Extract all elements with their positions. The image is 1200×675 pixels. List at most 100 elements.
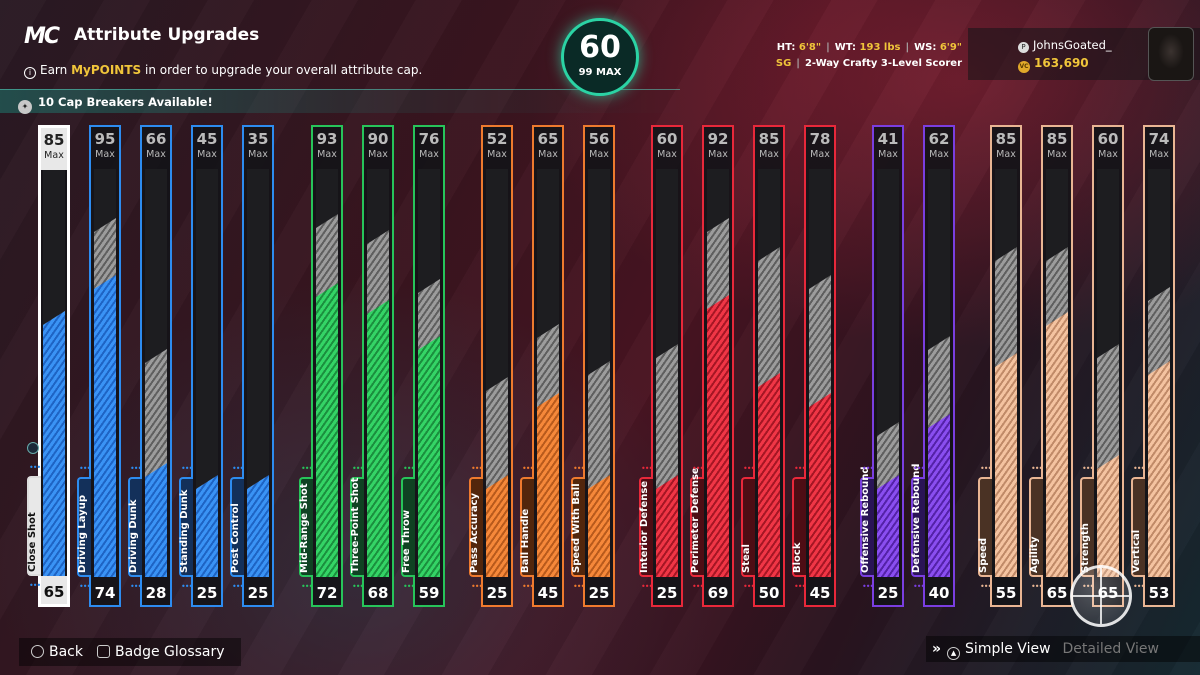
subtitle: i Earn MyPOINTS in order to upgrade your … [24, 63, 422, 79]
attribute-bar-steal[interactable]: 85 Max 50 Steal ••• ••• [741, 125, 785, 607]
attribute-current-value: 45 [809, 584, 831, 602]
attribute-current-fill [367, 300, 389, 577]
badge-glossary-button[interactable]: Badge Glossary [97, 644, 225, 660]
attribute-track [145, 169, 167, 577]
simple-view-label: Simple View [965, 641, 1051, 657]
attribute-track [247, 169, 269, 577]
attribute-max-label: Max [368, 149, 388, 160]
attribute-max-label: Max [708, 149, 728, 160]
attribute-current-value: 65 [43, 583, 65, 601]
dots-icon: ••• [522, 582, 534, 591]
attribute-bar-speed-with-ball[interactable]: 56 Max 25 Speed With Ball ••• ••• [571, 125, 615, 607]
attribute-bar-interior-defense[interactable]: 60 Max 25 Interior Defense ••• ••• [639, 125, 683, 607]
attribute-bar-ball-handle[interactable]: 65 Max 45 Ball Handle ••• ••• [520, 125, 564, 607]
attribute-track [758, 169, 780, 577]
attribute-max-value: 45 [196, 130, 218, 148]
attribute-name-wrap: Speed [976, 427, 992, 577]
attribute-bar-vertical[interactable]: 74 Max 53 Vertical ••• ••• [1131, 125, 1175, 607]
attribute-current-value: 72 [316, 584, 338, 602]
dots-icon: ••• [471, 582, 483, 591]
attribute-max-label: Max [317, 149, 337, 160]
attribute-max-value: 60 [1097, 130, 1119, 148]
dots-icon: ••• [641, 582, 653, 591]
attribute-bar-three-point-shot[interactable]: 90 Max 68 Three-Point Shot ••• ••• [350, 125, 394, 607]
simple-view-button[interactable]: ▲ Simple View [947, 641, 1051, 660]
attribute-name-wrap: Ball Handle [518, 427, 534, 577]
attribute-max-value: 90 [367, 130, 389, 148]
dots-icon: ••• [980, 582, 992, 591]
attribute-bar-post-control[interactable]: 35 Max 25 Post Control ••• ••• [230, 125, 274, 607]
attribute-max-label: Max [878, 149, 898, 160]
attribute-bar-defensive-rebound[interactable]: 62 Max 40 Defensive Rebound ••• ••• [911, 125, 955, 607]
attribute-bar-mid-range-shot[interactable]: 93 Max 72 Mid-Range Shot ••• ••• [299, 125, 343, 607]
attribute-track [1046, 169, 1068, 577]
dots-icon: ••• [29, 581, 41, 590]
attribute-bar-driving-dunk[interactable]: 66 Max 28 Driving Dunk ••• ••• [128, 125, 172, 607]
attribute-bar-agility[interactable]: 85 Max 65 Agility ••• ••• [1029, 125, 1073, 607]
attribute-name-tab [179, 477, 193, 577]
attribute-name-tab [520, 477, 534, 577]
attribute-max-label: Max [44, 150, 64, 161]
page-title: Attribute Upgrades [74, 25, 260, 45]
attribute-current-fill [196, 475, 218, 577]
attribute-bar-free-throw[interactable]: 76 Max 59 Free Throw ••• ••• [401, 125, 445, 607]
attribute-track [537, 169, 559, 577]
attribute-current-fill [928, 414, 950, 577]
dots-icon: ••• [1082, 464, 1094, 473]
attribute-bar-offensive-rebound[interactable]: 41 Max 25 Offensive Rebound ••• ••• [860, 125, 904, 607]
double-chevron-icon: » [932, 641, 942, 657]
attribute-bar-close-shot[interactable]: 85 Max 65 Close Shot ••• ••• [27, 125, 70, 607]
attribute-current-fill [247, 475, 269, 577]
subtitle-text-pre: Earn [40, 63, 72, 77]
cap-breakers-text: 10 Cap Breakers Available! [38, 95, 213, 109]
attribute-bar-block[interactable]: 78 Max 45 Block ••• ••• [792, 125, 836, 607]
attribute-bar-standing-dunk[interactable]: 45 Max 25 Standing Dunk ••• ••• [179, 125, 223, 607]
dots-icon: ••• [403, 464, 415, 473]
attribute-name-wrap: Defensive Rebound [909, 427, 925, 577]
attribute-current-value: 68 [367, 584, 389, 602]
attribute-bar-perimeter-defense[interactable]: 92 Max 69 Perimeter Defense ••• ••• [690, 125, 734, 607]
attribute-name: Steal [741, 544, 752, 573]
attribute-name: Post Control [230, 503, 241, 573]
dots-icon: ••• [181, 464, 193, 473]
info-icon: i [24, 67, 36, 79]
attribute-name-wrap: Strength [1078, 427, 1094, 577]
dots-icon: ••• [573, 582, 585, 591]
attribute-name-tab [299, 477, 313, 577]
attribute-bar-pass-accuracy[interactable]: 52 Max 25 Pass Accuracy ••• ••• [469, 125, 513, 607]
dots-icon: ••• [1133, 464, 1145, 473]
attribute-max-label: Max [95, 149, 115, 160]
attribute-current-value: 53 [1148, 584, 1170, 602]
view-toggle: » ▲ Simple View Detailed View [926, 636, 1200, 662]
dots-icon: ••• [301, 582, 313, 591]
detailed-view-button[interactable]: Detailed View [1062, 641, 1159, 657]
badge-glossary-label: Badge Glossary [115, 644, 225, 660]
attribute-name: Offensive Rebound [860, 466, 871, 573]
dots-icon: ••• [471, 464, 483, 473]
attribute-name-wrap: Vertical [1129, 427, 1145, 577]
attribute-track [486, 169, 508, 577]
lock-icon [27, 442, 39, 454]
back-button[interactable]: Back [31, 644, 83, 660]
cap-breaker-icon: ✦ [18, 100, 32, 114]
attribute-track [1097, 169, 1119, 577]
attribute-name: Speed With Ball [571, 483, 582, 573]
attribute-track [1148, 169, 1170, 577]
attribute-max-value: 60 [656, 130, 678, 148]
attribute-max-label: Max [589, 149, 609, 160]
attribute-bar-driving-layup[interactable]: 95 Max 74 Driving Layup ••• ••• [77, 125, 121, 607]
attribute-bar-strength[interactable]: 60Max65Strength•••••• [1080, 125, 1124, 607]
cap-breakers-banner: ✦ 10 Cap Breakers Available! [0, 89, 680, 114]
attribute-name: Mid-Range Shot [299, 483, 310, 573]
attribute-name-wrap: Free Throw [399, 427, 415, 577]
attribute-bar-speed[interactable]: 85 Max 55 Speed ••• ••• [978, 125, 1022, 607]
attribute-track [367, 169, 389, 577]
dots-icon: ••• [743, 582, 755, 591]
dots-icon: ••• [79, 582, 91, 591]
attribute-name-tab [230, 477, 244, 577]
dots-icon: ••• [352, 582, 364, 591]
attribute-name: Driving Layup [77, 495, 88, 573]
attribute-name: Block [792, 542, 803, 574]
dots-icon: ••• [130, 582, 142, 591]
overall-max: 99 MAX [578, 67, 622, 78]
